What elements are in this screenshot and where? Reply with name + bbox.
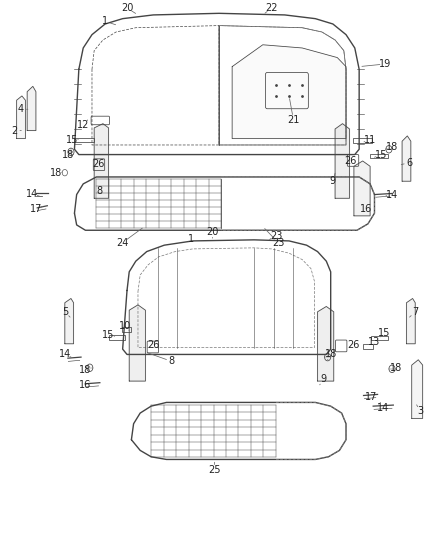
Polygon shape bbox=[318, 306, 334, 381]
Text: 1: 1 bbox=[187, 234, 194, 244]
Text: 6: 6 bbox=[406, 158, 413, 167]
Text: 24: 24 bbox=[117, 238, 129, 247]
Text: 15: 15 bbox=[102, 330, 115, 340]
Text: 15: 15 bbox=[378, 328, 391, 338]
Polygon shape bbox=[354, 161, 370, 216]
Polygon shape bbox=[129, 305, 145, 381]
Text: 9: 9 bbox=[320, 375, 326, 384]
Text: 15: 15 bbox=[66, 135, 78, 144]
Text: 14: 14 bbox=[377, 403, 389, 413]
Text: 26: 26 bbox=[344, 156, 357, 166]
Text: 23: 23 bbox=[272, 238, 284, 247]
Text: 8: 8 bbox=[169, 357, 175, 366]
Text: 1: 1 bbox=[102, 17, 108, 26]
Text: 2: 2 bbox=[11, 126, 18, 135]
Text: 9: 9 bbox=[330, 176, 336, 186]
Text: 13: 13 bbox=[368, 337, 381, 347]
Polygon shape bbox=[412, 360, 423, 418]
Text: 10: 10 bbox=[119, 321, 131, 331]
Text: 21: 21 bbox=[287, 115, 300, 125]
Text: 18: 18 bbox=[390, 363, 403, 373]
Text: 23: 23 bbox=[270, 231, 282, 240]
Text: 26: 26 bbox=[147, 341, 159, 350]
Text: 7: 7 bbox=[412, 307, 418, 317]
Text: 5: 5 bbox=[62, 307, 68, 317]
Text: 18: 18 bbox=[386, 142, 398, 151]
Text: 16: 16 bbox=[360, 204, 372, 214]
Text: 17: 17 bbox=[30, 205, 42, 214]
Text: 12: 12 bbox=[77, 120, 89, 130]
Text: 14: 14 bbox=[59, 350, 71, 359]
Text: 18: 18 bbox=[50, 168, 62, 178]
Polygon shape bbox=[94, 124, 109, 198]
Polygon shape bbox=[406, 298, 415, 344]
Text: 11: 11 bbox=[364, 135, 376, 144]
Polygon shape bbox=[335, 124, 350, 198]
Text: 18: 18 bbox=[62, 150, 74, 159]
Text: 8: 8 bbox=[97, 186, 103, 196]
Text: 14: 14 bbox=[386, 190, 398, 199]
Text: 16: 16 bbox=[79, 380, 92, 390]
Polygon shape bbox=[17, 96, 25, 139]
Text: 20: 20 bbox=[206, 227, 219, 237]
Text: 26: 26 bbox=[348, 341, 360, 350]
Text: 14: 14 bbox=[26, 189, 38, 199]
Text: 18: 18 bbox=[79, 366, 92, 375]
Polygon shape bbox=[65, 298, 74, 344]
Text: 17: 17 bbox=[365, 392, 378, 402]
Text: 25: 25 bbox=[208, 465, 221, 475]
Text: 26: 26 bbox=[92, 159, 105, 169]
Text: 22: 22 bbox=[265, 3, 278, 13]
Polygon shape bbox=[402, 136, 411, 181]
Text: 19: 19 bbox=[379, 59, 392, 69]
Text: 3: 3 bbox=[417, 407, 424, 416]
Text: 20: 20 bbox=[121, 3, 133, 13]
Text: 4: 4 bbox=[18, 104, 24, 114]
Text: 18: 18 bbox=[325, 350, 337, 359]
Polygon shape bbox=[27, 86, 36, 131]
Text: 15: 15 bbox=[375, 150, 387, 159]
